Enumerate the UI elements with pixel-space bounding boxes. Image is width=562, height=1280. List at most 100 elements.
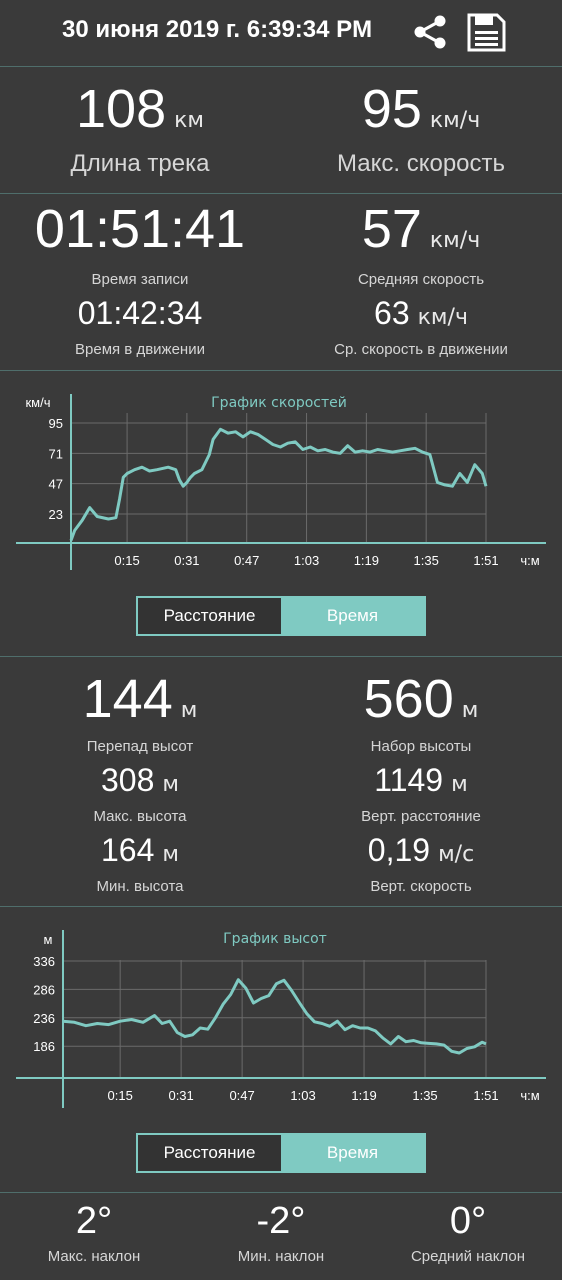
avg-moving-speed-label: Ср. скорость в движении — [334, 341, 508, 358]
speed-y-tick-label: 23 — [49, 507, 63, 522]
speed-x-tick-label: 1:51 — [473, 553, 498, 568]
min-alt-stat: 164 м — [20, 832, 260, 869]
speed-x-tick-label: 1:03 — [294, 553, 319, 568]
avg-speed-label: Средняя скорость — [357, 271, 485, 288]
elev-gain-stat: 560 м — [300, 668, 542, 730]
record-time-label: Время записи — [91, 271, 189, 288]
slope-divider — [0, 1192, 562, 1193]
speed-x-tick-label: 1:19 — [354, 553, 379, 568]
toggle-time-button-2[interactable]: Время — [281, 1135, 424, 1171]
max-alt-unit: м — [162, 772, 179, 797]
toggle-time-button[interactable]: Время — [281, 598, 424, 634]
distance-label: Длина трека — [70, 150, 210, 177]
distance-unit: км — [174, 108, 204, 133]
max-slope-value: 2° — [75, 1200, 113, 1242]
header-divider — [0, 66, 562, 67]
speed-y-tick-label: 71 — [49, 446, 63, 461]
toggle-distance-button-2[interactable]: Расстояние — [138, 1135, 281, 1171]
avg-speed-unit: км/ч — [429, 228, 481, 253]
speed-chart: График скоростей 95 71 47 23 0:15 0:31 0:47 1:0… — [0, 380, 562, 580]
stats-divider — [0, 193, 562, 194]
min-slope-value: -2° — [256, 1200, 306, 1242]
alt-series-line — [62, 978, 487, 1055]
elev-diff-unit: м — [180, 698, 198, 723]
altitude-chart-svg: 336 286 236 186 0:15 0:31 0:47 1:03 1:19 1:35 1:51… — [16, 930, 546, 1108]
alt-y-tick-label: 336 — [33, 954, 55, 969]
alt-y-unit-label: м — [44, 932, 53, 947]
avg-moving-speed-unit: км/ч — [417, 305, 468, 330]
alt-x-tick-label: 1:35 — [412, 1088, 437, 1103]
max-speed-stat: 95 км/ч — [300, 78, 542, 140]
vert-dist-label: Верт. расстояние — [361, 808, 481, 825]
alt-x-tick-label: 0:47 — [229, 1088, 254, 1103]
alt-x-tick-label: 1:19 — [351, 1088, 376, 1103]
max-speed-label: Макс. скорость — [336, 150, 506, 177]
speed-x-tick-label: 0:47 — [234, 553, 259, 568]
min-alt-unit: м — [162, 842, 179, 867]
speed-x-tick-label: 1:35 — [414, 553, 439, 568]
alt-x-tick-label: 1:03 — [290, 1088, 315, 1103]
elev-diff-label: Перепад высот — [86, 738, 194, 755]
vert-dist-value: 1149 — [374, 762, 444, 798]
chart2-divider — [0, 906, 562, 907]
moving-time-label: Время в движении — [75, 341, 205, 358]
alt-y-tick-label: 186 — [33, 1039, 55, 1054]
toggle-distance-button[interactable]: Расстояние — [138, 598, 281, 634]
elev-gain-unit: м — [461, 698, 479, 723]
elev-gain-value: 560 — [363, 669, 454, 729]
share-icon[interactable] — [410, 12, 450, 52]
alt-x-tick-label: 0:31 — [168, 1088, 193, 1103]
speed-x-unit-label: ч:м — [520, 553, 539, 568]
moving-time-value: 01:42:34 — [77, 295, 203, 331]
speed-y-unit-label: км/ч — [25, 395, 50, 410]
avg-moving-speed-value: 63 — [374, 295, 410, 331]
avg-moving-speed-stat: 63 км/ч — [300, 295, 542, 332]
speed-y-tick-label: 95 — [49, 416, 63, 431]
alt-x-tick-label: 1:51 — [473, 1088, 498, 1103]
alt-x-unit-label: ч:м — [520, 1088, 539, 1103]
speed-chart-title: График скоростей — [211, 395, 347, 411]
elev-diff-stat: 144 м — [20, 668, 260, 730]
alt-divider — [0, 656, 562, 657]
min-alt-label: Мин. высота — [96, 878, 184, 895]
max-speed-value: 95 — [361, 79, 422, 139]
max-speed-unit: км/ч — [429, 108, 481, 133]
elev-gain-label: Набор высоты — [370, 738, 472, 755]
min-alt-value: 164 — [101, 832, 155, 868]
vert-speed-stat: 0,19 м/с — [300, 832, 542, 869]
avg-slope-label: Средний наклон — [410, 1248, 526, 1265]
altitude-chart-title: График высот — [223, 931, 327, 947]
avg-speed-stat: 57 км/ч — [300, 198, 542, 260]
alt-y-tick-label: 236 — [33, 1011, 55, 1026]
max-slope-label: Макс. наклон — [47, 1248, 141, 1265]
distance-stat: 108 км — [20, 78, 260, 140]
max-alt-label: Макс. высота — [93, 808, 187, 825]
record-time-value: 01:51:41 — [34, 199, 246, 259]
max-alt-value: 308 — [101, 762, 155, 798]
save-icon[interactable] — [466, 12, 506, 52]
speed-y-tick-label: 47 — [49, 477, 63, 492]
elev-diff-value: 144 — [82, 669, 173, 729]
vert-dist-stat: 1149 м — [300, 762, 542, 799]
avg-speed-value: 57 — [361, 199, 422, 259]
distance-value: 108 — [76, 79, 167, 139]
vert-speed-label: Верт. скорость — [370, 878, 472, 895]
speed-chart-svg: 95 71 47 23 0:15 0:31 0:47 1:03 1:19 1:35 1:51 км/ч… — [16, 394, 546, 570]
chart1-divider — [0, 370, 562, 371]
record-time-stat: 01:51:41 — [20, 198, 260, 260]
min-slope-label: Мин. наклон — [237, 1248, 325, 1265]
speed-axis-toggle: Расстояние Время — [136, 596, 426, 636]
moving-time-stat: 01:42:34 — [20, 295, 260, 332]
avg-slope-value: 0° — [449, 1200, 487, 1242]
altitude-chart: График высот 336 286 236 186 0:15 0:31 0:47 1:0… — [0, 916, 562, 1116]
speed-x-tick-label: 0:31 — [174, 553, 199, 568]
vert-dist-unit: м — [451, 772, 468, 797]
alt-y-tick-label: 286 — [33, 982, 55, 997]
speed-series-line — [69, 427, 488, 542]
vert-speed-value: 0,19 — [367, 832, 431, 868]
vert-speed-unit: м/с — [438, 842, 475, 867]
max-alt-stat: 308 м — [20, 762, 260, 799]
alt-x-tick-label: 0:15 — [108, 1088, 133, 1103]
header-title: 30 июня 2019 г. 6:39:34 PM — [62, 16, 373, 43]
speed-x-tick-label: 0:15 — [114, 553, 139, 568]
